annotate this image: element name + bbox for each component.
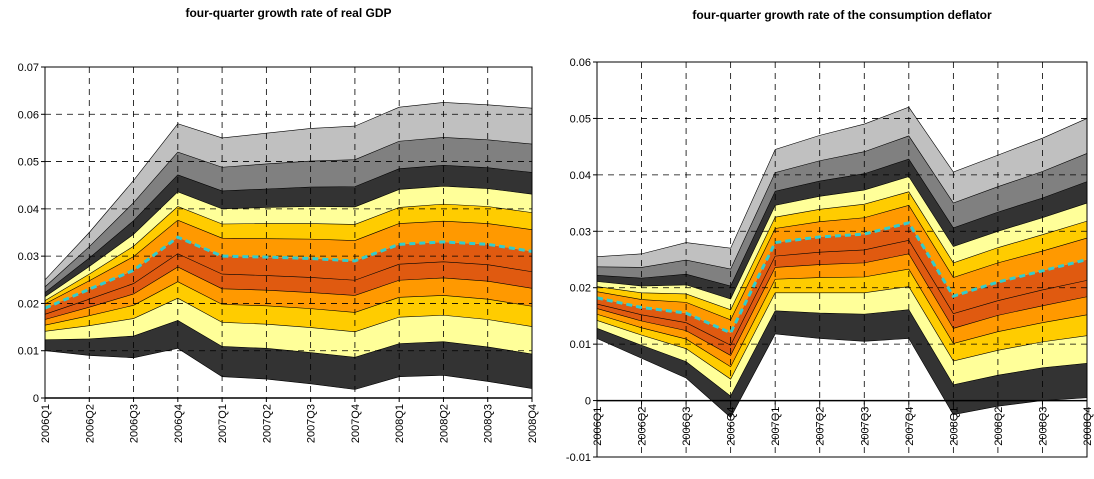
band-boundary	[596, 135, 1088, 270]
y-tick-label: 0	[585, 396, 591, 408]
y-tick-label: 0.06	[18, 109, 39, 121]
x-tick-label: 2006Q2	[84, 404, 96, 443]
band-boundary	[596, 253, 1088, 356]
y-tick-label: 0.05	[570, 113, 591, 125]
fan-band	[597, 253, 1087, 367]
band-boundary	[44, 348, 533, 390]
band-boundary	[596, 286, 1088, 380]
band-boundary	[44, 137, 533, 288]
x-tick-label: 2007Q4	[904, 407, 916, 446]
x-tick-label: 2008Q1	[394, 404, 406, 443]
plot-frame	[596, 61, 1088, 458]
x-tick-label: 2007Q2	[261, 404, 273, 443]
chart: four-quarter growth rate of real GDP 0 0.0…	[18, 6, 539, 443]
band-boundary	[596, 204, 1088, 321]
x-tick-label: 2007Q4	[350, 404, 362, 443]
band-boundary	[44, 266, 533, 320]
band-boundary	[596, 239, 1088, 346]
band-boundary	[44, 102, 533, 280]
fan-band	[597, 309, 1087, 418]
fan-band	[45, 186, 532, 301]
x-tick-label: 2008Q3	[483, 404, 495, 443]
fan-band	[597, 159, 1087, 299]
band-boundary	[44, 297, 533, 333]
fan-band	[45, 253, 532, 320]
band-boundary	[596, 333, 1088, 418]
fan-band	[597, 269, 1087, 380]
x-tick-label: 2008Q1	[948, 407, 960, 446]
band-boundary	[44, 203, 533, 301]
band-boundary	[596, 268, 1088, 368]
y-tick-label: 0.07	[18, 62, 39, 74]
x-tick-label: 2006Q1	[40, 404, 52, 443]
x-tick-label: 2008Q2	[993, 407, 1005, 446]
band-boundary	[44, 253, 533, 315]
x-tick-label: 2008Q2	[438, 404, 450, 443]
y-tick-label: 0.05	[18, 157, 39, 169]
y-tick-label: -0.01	[566, 452, 591, 464]
y-tick-label: 0.02	[18, 298, 39, 310]
fan-band	[597, 286, 1087, 397]
x-tick-label: 2006Q3	[681, 407, 693, 446]
fan-band	[45, 137, 532, 293]
chart-title: four-quarter growth rate of real GDP	[185, 6, 391, 20]
band-boundary	[596, 191, 1088, 311]
band-boundary	[44, 185, 533, 298]
y-tick-label: 0.06	[570, 57, 591, 69]
y-tick-label: 0.02	[570, 283, 591, 295]
fan-band	[597, 222, 1087, 346]
x-tick-label: 2006Q1	[592, 407, 604, 446]
fan-band	[597, 176, 1087, 310]
fan-band	[45, 220, 532, 309]
band-boundary	[44, 165, 533, 293]
median-line	[44, 235, 533, 310]
fan-band	[45, 267, 532, 326]
x-tick-label: 2007Q2	[815, 407, 827, 446]
band-boundary	[44, 219, 533, 305]
fan-band	[597, 135, 1087, 287]
x-tick-label: 2008Q3	[1037, 407, 1049, 446]
fan-band	[597, 240, 1087, 356]
x-tick-label: 2008Q4	[527, 404, 539, 443]
fan-band	[597, 205, 1087, 333]
x-tick-label: 2007Q3	[859, 407, 871, 446]
plot-frame	[44, 66, 533, 399]
x-tick-label: 2008Q4	[1082, 407, 1094, 446]
x-tick-label: 2006Q3	[129, 404, 141, 443]
x-tick-label: 2006Q2	[637, 407, 649, 446]
fan-band	[597, 191, 1087, 320]
y-tick-label: 0.03	[570, 226, 591, 238]
x-tick-label: 2007Q3	[306, 404, 318, 443]
fan-band	[45, 298, 532, 358]
band-boundary	[596, 176, 1088, 300]
y-tick-label: 0.03	[18, 251, 39, 263]
band-boundary	[596, 106, 1088, 257]
chart-title: four-quarter growth rate of the consumpt…	[692, 8, 992, 22]
y-tick-label: 0.04	[18, 204, 39, 216]
chart: four-quarter growth rate of the consumpt…	[566, 8, 1094, 464]
y-tick-label: 0	[33, 393, 39, 405]
y-tick-label: 0.01	[18, 346, 39, 358]
y-tick-label: 0.04	[570, 170, 591, 182]
band-boundary	[44, 281, 533, 326]
fan-band	[45, 320, 532, 390]
fan-band	[45, 102, 532, 287]
x-tick-label: 2006Q4	[173, 404, 185, 443]
x-tick-label: 2007Q1	[770, 407, 782, 446]
x-tick-label: 2007Q1	[217, 404, 229, 443]
band-boundary	[596, 309, 1088, 397]
x-tick-label: 2006Q4	[726, 407, 738, 446]
band-boundary	[596, 158, 1088, 287]
fan-band	[45, 165, 532, 297]
median-line	[596, 221, 1088, 335]
y-tick-label: 0.01	[570, 339, 591, 351]
fan-band	[45, 281, 532, 332]
